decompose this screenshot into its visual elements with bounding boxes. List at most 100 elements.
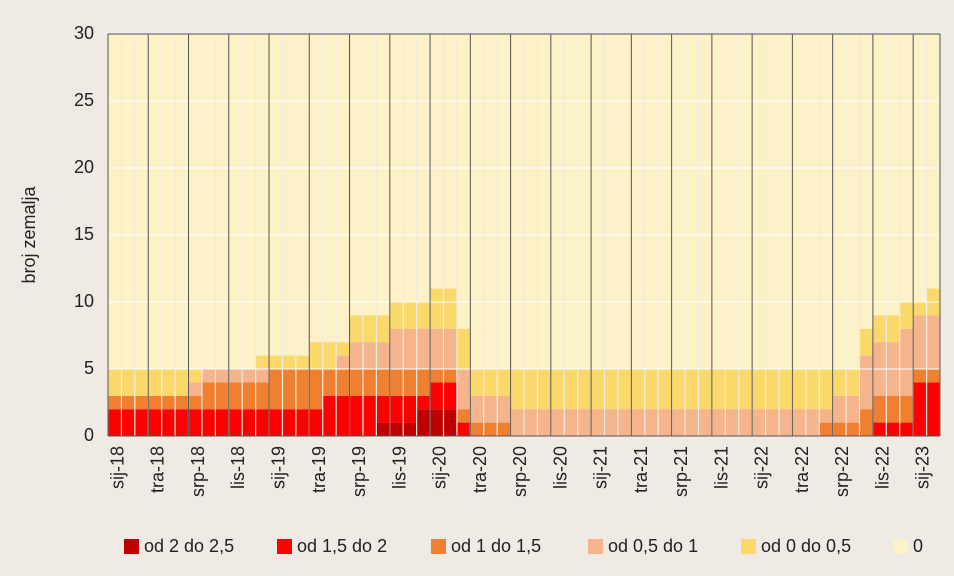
bar-segment xyxy=(309,369,323,410)
bar-segment xyxy=(658,369,672,410)
bar-segment xyxy=(202,34,215,369)
bar-segment xyxy=(336,395,349,436)
bar-segment xyxy=(242,409,256,436)
bar-segment xyxy=(269,34,282,356)
bar-segment xyxy=(444,382,457,410)
bar-segment xyxy=(256,382,269,410)
bar-segment xyxy=(148,34,162,369)
bar-segment xyxy=(658,34,672,369)
bar-segment xyxy=(538,369,551,410)
bar-segment xyxy=(484,395,497,423)
bar-segment xyxy=(350,315,363,343)
bar-segment xyxy=(376,34,390,316)
bar-segment xyxy=(725,369,739,410)
bar-segment xyxy=(564,34,578,369)
bar-segment xyxy=(833,395,846,423)
bar-segment xyxy=(591,369,604,410)
x-tick-label: srp-18 xyxy=(188,446,208,497)
x-tick-label: lis-22 xyxy=(872,446,892,489)
x-tick-label: srp-21 xyxy=(671,446,691,497)
bar-segment xyxy=(269,355,282,369)
bar-segment xyxy=(551,409,564,436)
bar-segment xyxy=(712,369,725,410)
bar-segment xyxy=(699,369,712,410)
bar-segment xyxy=(497,422,510,436)
bar-segment xyxy=(135,34,148,369)
bar-segment xyxy=(403,369,417,396)
bar-segment xyxy=(538,409,551,436)
bar-segment xyxy=(175,34,188,369)
x-tick-label: sij-19 xyxy=(268,446,288,489)
bar-segment xyxy=(806,369,819,410)
bar-segment xyxy=(846,369,859,396)
x-tick-label: lis-18 xyxy=(228,446,248,489)
bar-segment xyxy=(873,34,886,316)
bar-segment xyxy=(725,34,739,369)
x-tick-label: tra-22 xyxy=(792,446,812,493)
bar-segment xyxy=(900,302,913,329)
bar-segment xyxy=(457,34,470,329)
bar-segment xyxy=(215,369,229,383)
bar-segment xyxy=(739,369,752,410)
bar-segment xyxy=(390,369,403,396)
bar-segment xyxy=(672,409,685,436)
bar-segment xyxy=(189,382,202,396)
bar-segment xyxy=(444,328,457,369)
bar-segment xyxy=(752,409,765,436)
bar-segment xyxy=(457,409,470,423)
legend-swatch xyxy=(124,539,139,554)
bar-segment xyxy=(524,34,537,369)
bar-segment xyxy=(175,409,188,436)
bar-segment xyxy=(846,34,859,369)
bar-segment xyxy=(927,369,940,383)
bar-segment xyxy=(645,369,658,410)
x-tick-label: tra-20 xyxy=(470,446,490,493)
bar-segment xyxy=(873,422,886,436)
bar-segment xyxy=(403,302,417,329)
bar-segment xyxy=(806,409,819,436)
x-tick-label: sij-18 xyxy=(107,446,127,489)
bar-segment xyxy=(336,369,349,396)
bar-segment xyxy=(323,342,336,369)
bar-segment xyxy=(484,422,497,436)
bar-segment xyxy=(430,34,443,289)
x-tick-label: lis-20 xyxy=(550,446,570,489)
x-tick-label: sij-22 xyxy=(752,446,772,489)
bar-segment xyxy=(148,395,162,410)
bar-segment xyxy=(323,34,336,343)
bar-segment xyxy=(618,369,631,410)
bar-segment xyxy=(309,342,323,369)
bar-segment xyxy=(135,369,148,396)
bar-segment xyxy=(913,382,926,436)
legend-label: 0 xyxy=(913,536,923,556)
legend-label: od 1,5 do 2 xyxy=(297,536,387,556)
bar-segment xyxy=(229,369,242,383)
bar-segment xyxy=(390,302,403,329)
y-tick-label: 30 xyxy=(74,23,94,43)
y-tick-label: 0 xyxy=(84,425,94,445)
legend-label: od 2 do 2,5 xyxy=(144,536,234,556)
bar-segment xyxy=(779,369,792,410)
bar-segment xyxy=(886,315,900,343)
bar-segment xyxy=(685,409,698,436)
bar-segment xyxy=(189,395,202,410)
bar-segment xyxy=(900,395,913,423)
bar-segment xyxy=(511,34,524,369)
bar-segment xyxy=(833,369,846,396)
bar-segment xyxy=(283,369,296,410)
bar-segment xyxy=(591,34,604,369)
bar-segment xyxy=(819,369,833,410)
bar-segment xyxy=(430,369,443,383)
bar-segment xyxy=(309,34,323,343)
bar-segment xyxy=(578,34,591,369)
bar-segment xyxy=(122,395,135,410)
y-tick-label: 15 xyxy=(74,224,94,244)
bar-segment xyxy=(296,409,309,436)
bar-segment xyxy=(336,34,349,343)
bar-segment xyxy=(215,409,229,436)
x-tick-label: tra-21 xyxy=(631,446,651,493)
bar-segment xyxy=(927,34,940,289)
bar-segment xyxy=(108,395,121,410)
bar-segment xyxy=(658,409,672,436)
bar-segment xyxy=(296,369,309,410)
